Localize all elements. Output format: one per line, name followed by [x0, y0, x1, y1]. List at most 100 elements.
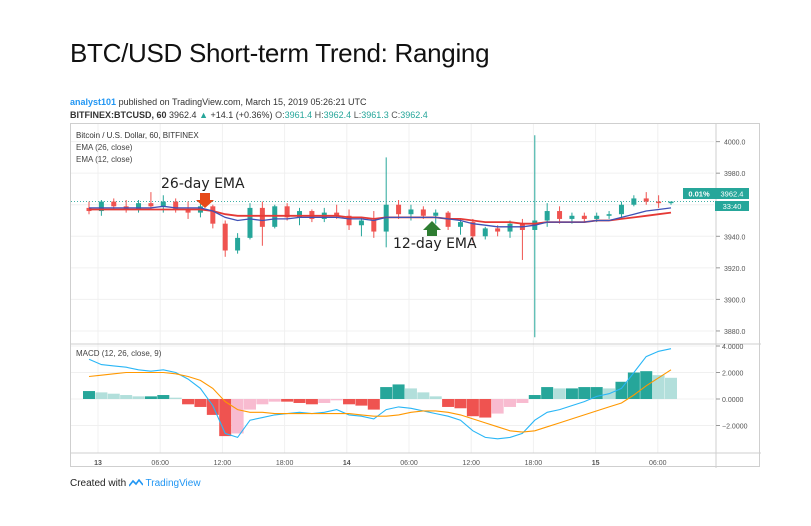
legend-ema26: EMA (26, close): [76, 143, 133, 152]
publication-text: published on TradingView.com, March 15, …: [118, 97, 367, 107]
author-link[interactable]: analyst101: [70, 97, 117, 107]
tradingview-link[interactable]: TradingView: [145, 478, 201, 489]
ema12-line: [89, 205, 672, 228]
macd-histogram-bar: [343, 399, 356, 405]
macd-histogram-bar: [541, 387, 554, 399]
macd-histogram-bar: [281, 399, 294, 402]
pct-badge-text: 0.01%: [688, 190, 710, 199]
macd-histogram-bar: [578, 387, 591, 399]
candle-body: [420, 209, 426, 216]
candle-body: [668, 201, 674, 204]
candle-body: [408, 209, 414, 215]
candle-body: [482, 228, 488, 237]
macd-histogram-bar: [256, 399, 269, 405]
candle-body: [557, 211, 563, 219]
quote-line: BITFINEX:BTCUSD, 60 3962.4 ▲ +14.1 (+0.3…: [70, 110, 428, 120]
price-tick-label: 4000.0: [724, 140, 746, 147]
annotation-ema12-label: 12-day EMA: [393, 236, 477, 252]
annotation-ema26-label: 26-day EMA: [161, 176, 245, 192]
macd-tick-label: 0.0000: [722, 397, 744, 404]
macd-histogram-bar: [640, 371, 653, 399]
macd-histogram-bar: [380, 387, 393, 399]
low-value: 3961.3: [361, 110, 389, 120]
candle-body: [507, 223, 513, 232]
candle-body: [606, 214, 612, 216]
candle-body: [247, 207, 253, 238]
candle-body: [210, 206, 216, 224]
x-tick-label: 06:00: [151, 460, 169, 467]
candle-body: [98, 201, 104, 212]
candle-body: [222, 223, 228, 251]
price-tick-label: 3980.0: [724, 171, 746, 178]
x-tick-label: 13: [94, 460, 102, 467]
macd-line: [88, 348, 672, 440]
macd-histogram-bar: [107, 393, 120, 399]
candle-body: [160, 201, 166, 207]
macd-histogram-bar: [479, 399, 492, 418]
macd-histogram-bar: [330, 399, 343, 401]
high-value: 3962.4: [323, 110, 352, 120]
countdown-badge-text: 33:40: [723, 202, 742, 211]
annotation-layer: Bitcoin / U.S. Dollar, 60, BITFINEX EMA …: [76, 131, 749, 358]
macd-histogram-bar: [392, 384, 405, 399]
x-tick-label: 15: [592, 460, 600, 467]
candle-body: [111, 201, 117, 207]
candle-body: [284, 206, 290, 218]
chart-canvas[interactable]: 4000.03980.03960.03940.03920.03900.03880…: [71, 124, 761, 468]
low-label: L:: [353, 110, 362, 120]
macd-histogram-bar: [231, 399, 244, 434]
macd-pane: [83, 348, 677, 440]
candle-body: [297, 211, 303, 218]
up-arrow-icon: [423, 221, 441, 236]
candle-body: [495, 228, 501, 232]
price-tick-label: 3940.0: [724, 234, 746, 241]
candle-body: [235, 237, 241, 251]
macd-histogram-bar: [293, 399, 306, 403]
signal-line: [88, 369, 672, 433]
open-value: 3961.4: [284, 110, 313, 120]
candle-body: [433, 212, 439, 216]
last-price: 3962.4: [169, 110, 197, 120]
macd-histogram-bar: [95, 392, 108, 399]
macd-histogram-bar: [590, 387, 603, 399]
candle-body: [371, 220, 377, 232]
macd-histogram-bar: [442, 399, 455, 407]
footer: Created with TradingView: [70, 478, 201, 489]
symbol-label: BITFINEX:BTCUSD, 60: [70, 110, 167, 120]
macd-histogram-bar: [194, 399, 207, 407]
macd-histogram-bar: [318, 399, 331, 403]
legend-ema12: EMA (12, close): [76, 155, 133, 164]
macd-tick-label: 2.0000: [722, 371, 744, 378]
chart-frame[interactable]: 4000.03980.03960.03940.03920.03900.03880…: [70, 123, 761, 468]
created-with-text: Created with: [70, 478, 127, 489]
price-badge: [715, 188, 749, 199]
macd-histogram-bar: [652, 375, 665, 399]
legend-main: Bitcoin / U.S. Dollar, 60, BITFINEX: [76, 131, 199, 140]
candle-body: [358, 220, 364, 226]
macd-histogram-bar: [144, 396, 157, 399]
price-change: +14.1 (+0.36%): [210, 110, 273, 120]
candle-body: [643, 198, 649, 202]
macd-histogram-bar: [83, 391, 95, 399]
macd-histogram-bar: [454, 399, 467, 409]
candle-body: [618, 204, 624, 215]
candle-body: [334, 212, 340, 216]
price-tick-label: 3880.0: [724, 329, 746, 336]
candle-body: [470, 222, 476, 237]
macd-histogram-bar: [429, 396, 442, 399]
macd-histogram-bar: [466, 399, 479, 417]
price-tick-label: 3900.0: [724, 297, 746, 304]
macd-histogram-bar: [182, 399, 195, 405]
down-arrow-icon: [196, 193, 214, 208]
close-value: 3962.4: [400, 110, 428, 120]
candle-body: [544, 211, 550, 221]
macd-histogram-bar: [120, 395, 133, 399]
candle-body: [136, 203, 142, 210]
candle-body: [594, 215, 600, 219]
x-tick-label: 06:00: [649, 460, 667, 467]
publication-line: analyst101 published on TradingView.com,…: [70, 97, 367, 107]
price-tick-label: 3920.0: [724, 266, 746, 273]
tradingview-logo-icon: [128, 479, 143, 487]
candle-body: [569, 215, 575, 219]
candle-body: [185, 209, 191, 213]
